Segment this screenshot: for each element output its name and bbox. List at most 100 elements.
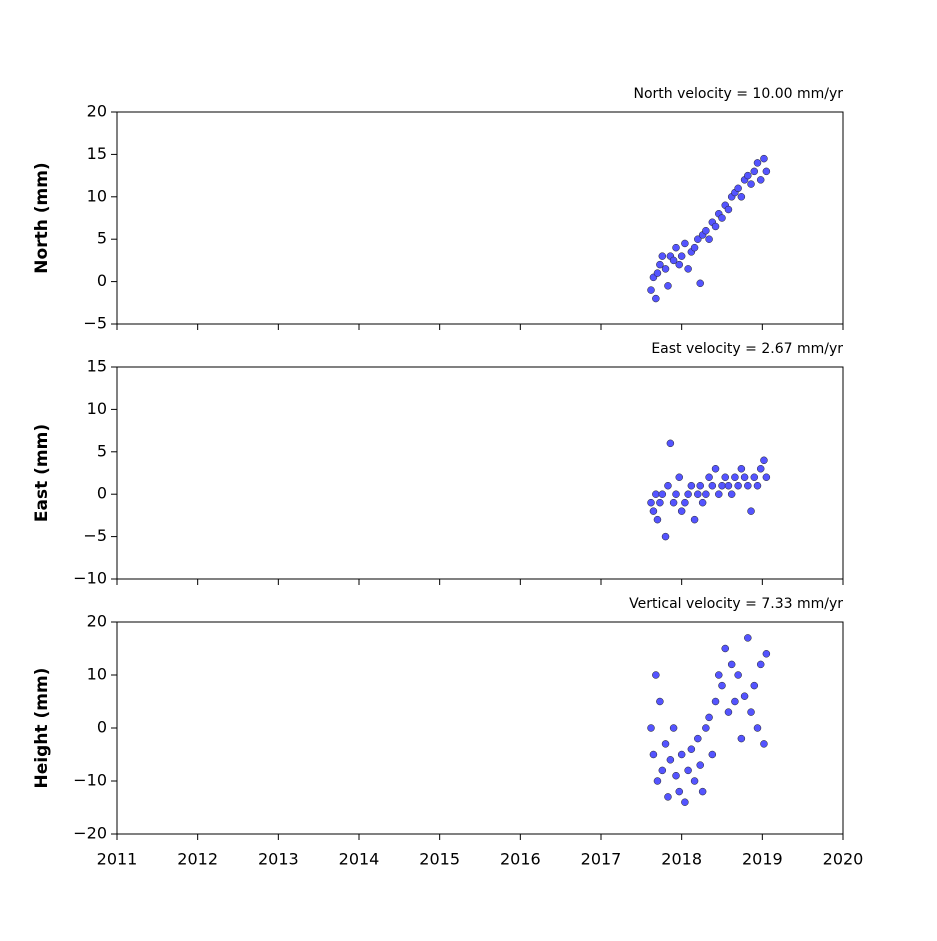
data-point [698,787,707,796]
data-point [677,750,686,759]
x-tick-label: 2014 [339,850,380,869]
data-point [756,660,765,669]
x-tick-label: 2012 [177,850,218,869]
data-point [677,252,686,260]
data-point [708,750,717,759]
data-point [740,473,749,481]
data-point [649,750,658,759]
data-point [744,634,752,642]
y-tick-label: 15 [87,144,107,163]
data-point [727,490,736,498]
data-point [702,724,710,732]
y-tick-label: −10 [73,569,107,588]
data-point [750,681,759,690]
data-point [694,490,702,498]
data-point [705,713,713,722]
data-point [718,481,726,490]
data-point [658,766,667,775]
data-point [669,498,678,507]
data-point [711,222,720,231]
y-axis-label: East (mm) [32,424,52,522]
data-point [684,766,692,775]
data-point [661,265,670,273]
data-point [711,465,720,473]
data-point [690,243,699,252]
data-point [737,465,746,473]
data-point [702,226,710,235]
data-point [661,532,670,541]
x-tick-label: 2015 [419,850,460,869]
data-point [656,498,664,507]
data-point [647,286,655,294]
data-point [750,167,759,176]
y-tick-label: 0 [97,718,107,737]
data-point [740,692,749,700]
data-point [753,481,762,490]
data-point [721,644,729,653]
data-point [647,724,655,732]
x-tick-label: 2011 [97,850,138,869]
data-point [708,481,717,490]
data-point [718,214,726,222]
data-point [747,507,755,515]
x-tick-label: 2018 [661,850,702,869]
data-point [760,154,768,163]
data-point [664,282,672,290]
x-tick-label: 2017 [581,850,622,869]
data-point [664,793,672,801]
data-point [724,205,733,214]
data-point [734,481,742,490]
data-point [762,167,771,176]
data-point [658,490,667,498]
y-tick-label: 20 [87,612,107,631]
data-point [698,498,707,507]
y-tick-label: −10 [73,771,107,790]
data-point [666,756,675,764]
plot-frame [116,111,844,325]
panel-title: Vertical velocity = 7.33 mm/yr [629,596,843,612]
data-point [762,650,771,658]
data-point [690,777,699,785]
x-tick-label: 2013 [258,850,299,869]
data-point [664,481,672,490]
data-point [687,481,696,490]
y-tick-label: −5 [83,314,107,333]
y-tick-label: 5 [97,229,107,248]
data-point [690,515,699,524]
data-point [652,671,660,679]
data-point [696,279,704,288]
data-point [675,787,683,796]
data-point [744,171,752,180]
data-point [737,734,746,743]
data-point [653,777,662,785]
plot-frame [116,621,844,835]
data-point [715,490,723,498]
data-point [652,490,660,498]
y-tick-label: 10 [87,186,107,205]
data-point [681,498,689,507]
data-point [731,697,739,706]
data-point [672,771,680,780]
plot-frame [116,366,844,580]
data-point [721,473,729,481]
data-point [694,734,702,743]
data-point [753,159,762,167]
data-point [727,660,736,669]
data-point [653,269,662,277]
data-point [715,671,723,679]
y-tick-label: 10 [87,665,107,684]
data-point [666,439,675,448]
data-point [661,740,670,748]
x-tick-label: 2016 [500,850,541,869]
data-point [647,498,655,507]
data-point [760,740,768,748]
data-point [696,761,704,769]
data-point [705,473,713,481]
data-point [658,252,667,260]
data-point [656,260,664,269]
data-point [652,294,660,303]
y-tick-label: 0 [97,484,107,503]
data-point [653,515,662,524]
y-tick-label: −5 [83,526,107,545]
